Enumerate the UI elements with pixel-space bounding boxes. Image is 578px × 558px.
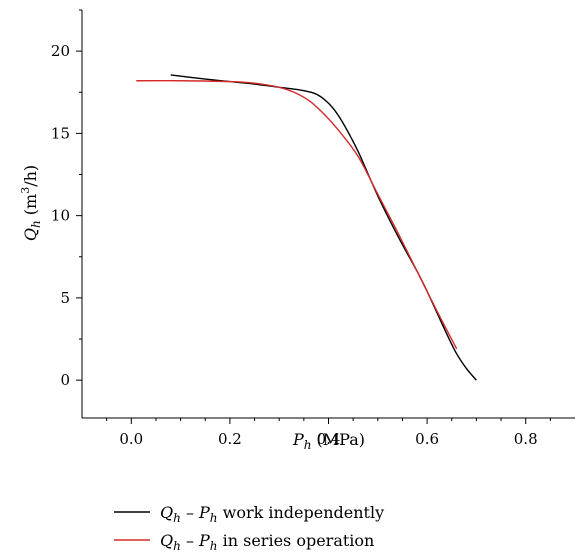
x-label-symbol: P [292, 430, 304, 449]
y-label-unit-pre: (m [21, 194, 40, 221]
x-tick-label: 0.2 [218, 430, 242, 448]
y-tick-label: 15 [51, 124, 70, 142]
y-tick-label: 5 [60, 289, 70, 307]
x-label-sub: h [304, 438, 312, 452]
x-tick-label: 0.4 [317, 430, 341, 448]
axes [81, 10, 575, 419]
legend: Qh – Ph work independently Qh – Ph in se… [114, 503, 384, 553]
legend-label-independent: Qh – Ph work independently [160, 503, 384, 525]
x-axis-label: Ph (MPa) [292, 430, 365, 452]
x-ticks: 0.0 0.2 0.4 0.6 0.8 [106, 418, 551, 448]
y-ticks: 0 5 10 15 20 [51, 9, 82, 389]
y-tick-label: 20 [51, 42, 70, 60]
y-label-unit-sup: 3 [19, 187, 32, 194]
series-layer [136, 74, 477, 381]
y-tick-label: 0 [60, 371, 70, 389]
x-tick-label: 0.0 [119, 430, 143, 448]
series-line-series [136, 79, 458, 350]
legend-item-independent: Qh – Ph work independently [114, 503, 384, 525]
x-label-unit: (MPa) [311, 430, 365, 449]
x-tick-label: 0.6 [415, 430, 439, 448]
y-tick-label: 10 [51, 207, 70, 225]
legend-label-series: Qh – Ph in series operation [160, 531, 374, 553]
y-label-unit-post: /h) [21, 165, 40, 187]
series-line-independent [170, 74, 477, 381]
x-tick-label: 0.8 [514, 430, 538, 448]
y-label-symbol: Q [21, 228, 40, 241]
y-label-sub: h [29, 220, 43, 228]
y-axis-label: Qh (m3/h) [19, 165, 43, 241]
legend-item-series: Qh – Ph in series operation [114, 531, 374, 553]
